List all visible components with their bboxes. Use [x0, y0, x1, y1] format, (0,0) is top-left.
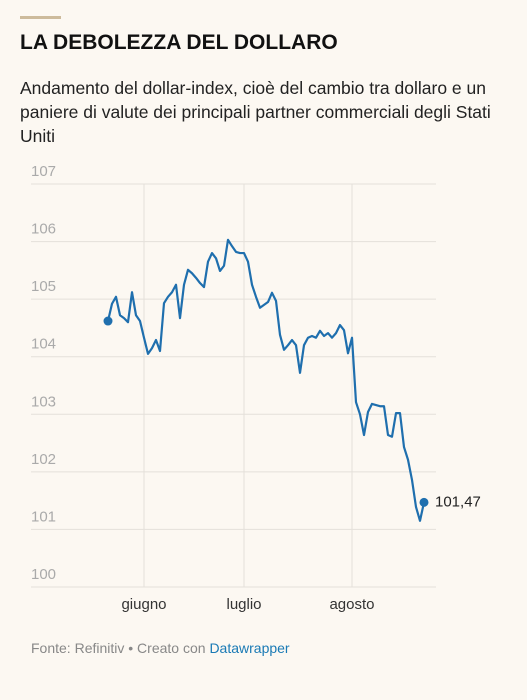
- y-tick-label: 106: [31, 221, 56, 238]
- value-label: 101,47: [435, 493, 481, 510]
- chart: 100 101 102 103 104 105 106 107 giugno luglio agos…: [31, 163, 481, 613]
- credit-link[interactable]: Datawrapper: [209, 640, 290, 656]
- x-tick-label: agosto: [329, 596, 374, 613]
- y-tick-label: 107: [31, 163, 56, 180]
- subtitle: Andamento del dollar-index, cioè del cam…: [20, 78, 491, 146]
- point: [419, 497, 429, 507]
- y-tick-label: 101: [31, 508, 56, 525]
- x-tick-label: giugno: [121, 596, 166, 613]
- line: [106, 238, 426, 522]
- y-tick-label: 104: [31, 336, 56, 353]
- y-tick-label: 103: [31, 393, 56, 410]
- y-tick-label: 105: [31, 278, 56, 295]
- y-tick-label: 102: [31, 451, 56, 468]
- source: Fonte: Refinitiv • Creato con: [31, 640, 206, 656]
- accent-rule: [20, 16, 61, 19]
- point: [103, 316, 113, 326]
- footer: Fonte: Refinitiv • Creato con Datawrappe…: [31, 640, 290, 656]
- x-tick-label: luglio: [226, 596, 261, 613]
- chart-title: LA DEBOLEZZA DEL DOLLARO: [20, 31, 338, 54]
- y-tick-label: 100: [31, 566, 56, 583]
